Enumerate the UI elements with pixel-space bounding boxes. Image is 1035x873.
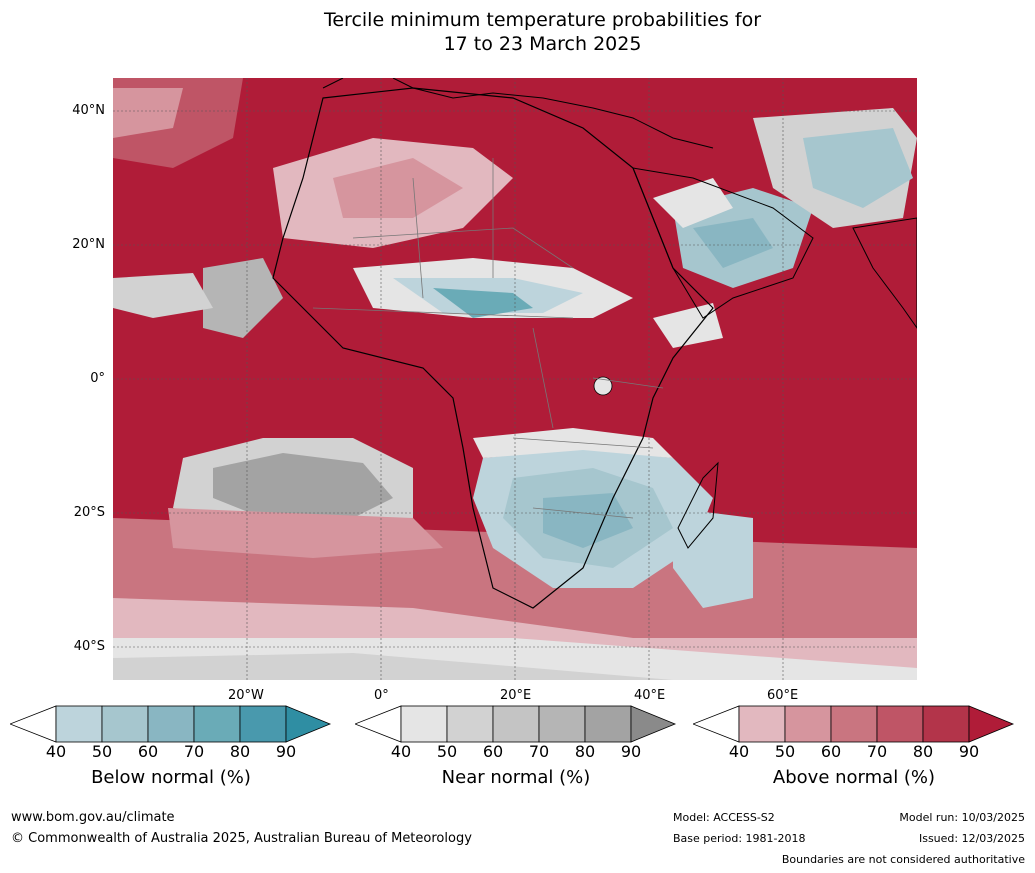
near-swatch-4 (538, 705, 586, 743)
near-swatch-3 (492, 705, 540, 743)
title-line-2: 17 to 23 March 2025 (443, 33, 642, 55)
near-swatch-5 (584, 705, 632, 743)
near-tick-60: 60 (482, 742, 504, 761)
colorbar-below-normal-swatches (8, 705, 332, 743)
below-swatch-4 (193, 705, 241, 743)
footer-model-run: Model run: 10/03/2025 (899, 811, 1025, 824)
colorbar-near-normal (353, 705, 677, 747)
footer-disclaimer: Boundaries are not considered authoritat… (781, 853, 1025, 866)
footer-base-period: Base period: 1981-2018 (673, 832, 806, 845)
below-swatch-6 (285, 705, 332, 743)
colorbar-below-normal (8, 705, 332, 747)
colorbar-above-normal (691, 705, 1015, 747)
lat-label-20s: 20°S (73, 505, 105, 520)
above-swatch-3 (830, 705, 878, 743)
above-tick-80: 80 (912, 742, 934, 761)
below-tick-40: 40 (45, 742, 67, 761)
lat-label-40n: 40°N (72, 103, 105, 118)
colorbar-above-normal-swatches (691, 705, 1015, 743)
above-swatch-6 (968, 705, 1015, 743)
colorbar-above-title: Above normal (%) (772, 767, 936, 788)
below-tick-70: 70 (183, 742, 205, 761)
lat-label-0: 0° (90, 371, 105, 386)
above-tick-60: 60 (820, 742, 842, 761)
below-tick-60: 60 (137, 742, 159, 761)
near-tick-50: 50 (436, 742, 458, 761)
above-swatch-2 (784, 705, 832, 743)
footer-copyright: © Commonwealth of Australia 2025, Austra… (11, 831, 472, 846)
lat-label-20n: 20°N (72, 237, 105, 252)
near-tick-40: 40 (390, 742, 412, 761)
above-tick-90: 90 (958, 742, 980, 761)
footer-model: Model: ACCESS-S2 (673, 811, 775, 824)
lat-label-40s: 40°S (73, 639, 105, 654)
below-swatch-1 (55, 705, 103, 743)
lon-label-60e: 60°E (767, 688, 799, 703)
near-tick-80: 80 (574, 742, 596, 761)
above-swatch-4 (876, 705, 924, 743)
near-swatch-1 (400, 705, 448, 743)
lon-label-20e: 20°E (500, 688, 532, 703)
title-line-1: Tercile minimum temperature probabilitie… (323, 9, 762, 31)
below-tick-50: 50 (91, 742, 113, 761)
colorbar-below-title: Below normal (%) (91, 767, 251, 788)
near-tick-70: 70 (528, 742, 550, 761)
footer-url: www.bom.gov.au/climate (11, 810, 175, 825)
lon-label-40e: 40°E (634, 688, 666, 703)
colorbar-near-title: Near normal (%) (441, 767, 591, 788)
probability-map (113, 78, 917, 680)
below-tick-90: 90 (275, 742, 297, 761)
near-tick-90: 90 (620, 742, 642, 761)
below-swatch-0 (8, 705, 57, 743)
map-title: Tercile minimum temperature probabilitie… (0, 8, 1035, 56)
below-swatch-5 (239, 705, 287, 743)
colorbar-near-normal-swatches (353, 705, 677, 743)
lon-label-20w: 20°W (228, 688, 264, 703)
above-tick-50: 50 (774, 742, 796, 761)
near-swatch-6 (630, 705, 677, 743)
footer-issued: Issued: 12/03/2025 (918, 832, 1025, 845)
lon-label-0: 0° (374, 688, 389, 703)
below-swatch-2 (101, 705, 149, 743)
below-swatch-3 (147, 705, 195, 743)
above-swatch-0 (691, 705, 740, 743)
near-swatch-0 (353, 705, 402, 743)
above-swatch-1 (738, 705, 786, 743)
above-tick-70: 70 (866, 742, 888, 761)
near-swatch-2 (446, 705, 494, 743)
above-swatch-5 (922, 705, 970, 743)
above-tick-40: 40 (728, 742, 750, 761)
below-tick-80: 80 (229, 742, 251, 761)
